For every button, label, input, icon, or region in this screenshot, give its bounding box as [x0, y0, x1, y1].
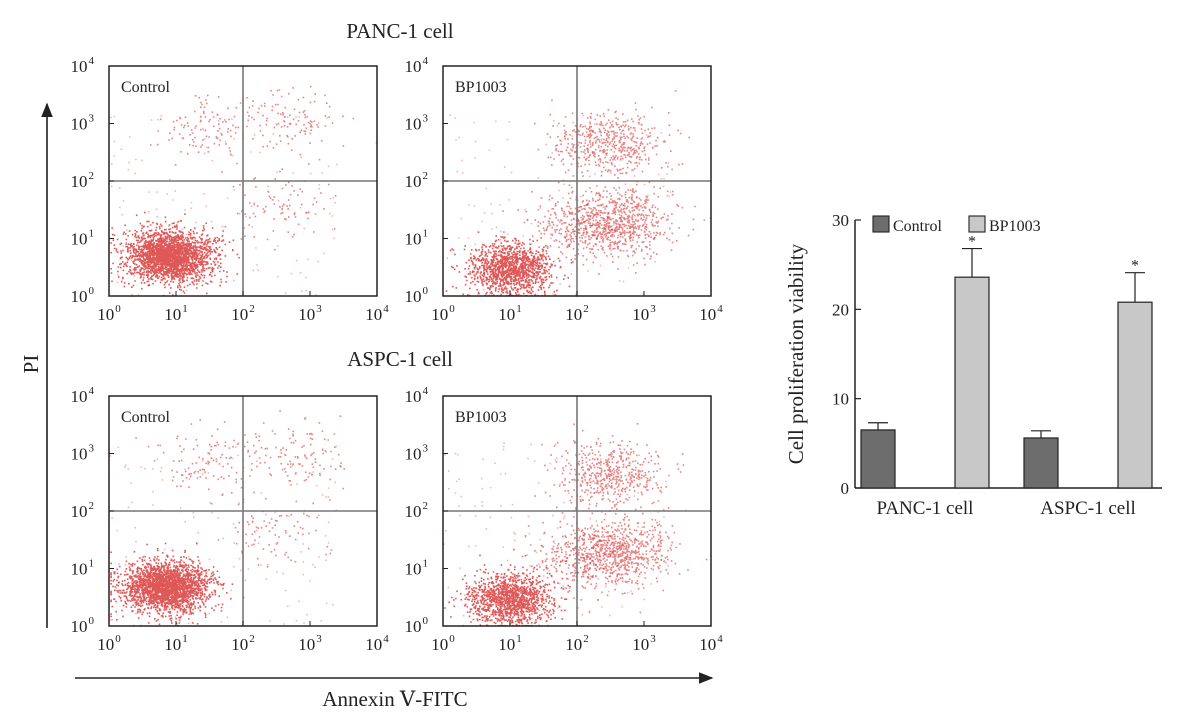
bar-category-label: PANC-1 cell	[877, 498, 974, 519]
legend-label: Control	[893, 218, 942, 235]
x-tick-label: 100	[431, 303, 455, 324]
bar-bp1003	[954, 276, 990, 489]
y-tick-label: 102	[71, 500, 95, 521]
bar-control	[860, 429, 896, 489]
scatter-noise	[446, 114, 672, 298]
y-tick-label: 103	[405, 443, 429, 464]
x-tick-label: 100	[97, 633, 121, 654]
x-tick-label: 102	[565, 303, 589, 324]
scatter-dots	[445, 90, 712, 298]
x-tick-label: 104	[699, 303, 723, 324]
y-tick-label: 101	[71, 228, 95, 249]
row-title-panc1: PANC-1 cell	[346, 19, 453, 43]
legend-swatch	[872, 215, 890, 233]
row-title-aspc1: ASPC-1 cell	[347, 347, 453, 371]
scatter-population	[513, 520, 642, 614]
y-tick-label: 101	[405, 228, 429, 249]
y-tick-label: 100	[71, 615, 95, 636]
x-tick-label: 100	[97, 303, 121, 324]
y-tick-label: 101	[405, 558, 429, 579]
scatter-population	[135, 419, 272, 505]
panel-label: Control	[121, 409, 170, 426]
y-tick-label: 102	[405, 170, 429, 191]
x-tick-label: 100	[431, 633, 455, 654]
scatter-population	[150, 94, 273, 173]
scatter-population	[534, 423, 685, 524]
y-tick-label: 104	[405, 385, 429, 406]
x-tick-label: 102	[231, 303, 255, 324]
x-tick-label: 104	[365, 303, 389, 324]
significance-marker: *	[968, 234, 976, 251]
y-tick-label: 102	[405, 500, 429, 521]
y-tick-label: 100	[71, 285, 95, 306]
x-tick-label: 101	[498, 633, 522, 654]
y-tick-label: 102	[71, 170, 95, 191]
panel-label: Control	[121, 79, 170, 96]
scatter-population	[110, 542, 245, 627]
x-tick-label: 103	[632, 303, 656, 324]
scatter-population	[228, 410, 345, 490]
bar-y-tick-label: 10	[832, 390, 849, 409]
y-tick-label: 104	[71, 55, 95, 76]
bar-y-axis-label: Cell proliferation viability	[784, 243, 808, 464]
y-tick-label: 103	[71, 113, 95, 134]
scatter-dots	[109, 410, 345, 627]
bar-y-tick-label: 30	[832, 211, 849, 230]
scatter-population	[444, 548, 599, 627]
x-tick-label: 103	[632, 633, 656, 654]
scatter-population	[445, 229, 573, 297]
scatter-population	[534, 90, 690, 199]
y-tick-label: 104	[405, 55, 429, 76]
x-tick-label: 102	[231, 633, 255, 654]
bar-chart: 0 10 20 30 Cell proliferation viability * PANC…	[784, 211, 1162, 519]
legend-label: BP1003	[989, 218, 1041, 235]
significance-marker: *	[1131, 258, 1139, 275]
x-tick-label: 101	[164, 303, 188, 324]
bar-y-tick-label: 20	[832, 300, 849, 319]
x-tick-label: 103	[298, 303, 322, 324]
y-tick-label: 100	[405, 285, 429, 306]
panel-label: BP1003	[455, 409, 507, 426]
y-tick-label: 101	[71, 558, 95, 579]
panel-label: BP1003	[455, 79, 507, 96]
scatter-population	[540, 500, 708, 614]
bar-bp1003	[1117, 301, 1153, 489]
scatter-population	[224, 162, 337, 251]
x-tick-label: 102	[565, 633, 589, 654]
y-axis-label: PI	[19, 355, 43, 374]
scatter-population	[217, 486, 333, 568]
y-tick-label: 103	[71, 443, 95, 464]
scatter-population	[110, 211, 240, 297]
x-tick-label: 104	[699, 633, 723, 654]
scatter-dots	[110, 85, 378, 298]
scatter-dots	[443, 423, 708, 627]
bar-category-label: ASPC-1 cell	[1040, 498, 1136, 519]
x-tick-label: 103	[298, 633, 322, 654]
y-tick-label: 100	[405, 615, 429, 636]
x-axis-label: Annexin Ⅴ-FITC	[322, 687, 467, 711]
bar-control	[1023, 437, 1059, 489]
x-tick-label: 101	[164, 633, 188, 654]
x-tick-label: 101	[498, 303, 522, 324]
legend-swatch	[968, 215, 986, 233]
bar-y-tick-label: 0	[841, 479, 850, 498]
scatter-population	[539, 185, 712, 274]
y-tick-label: 103	[405, 113, 429, 134]
y-tick-label: 104	[71, 385, 95, 406]
x-tick-label: 104	[365, 633, 389, 654]
scatter-population	[208, 85, 378, 173]
